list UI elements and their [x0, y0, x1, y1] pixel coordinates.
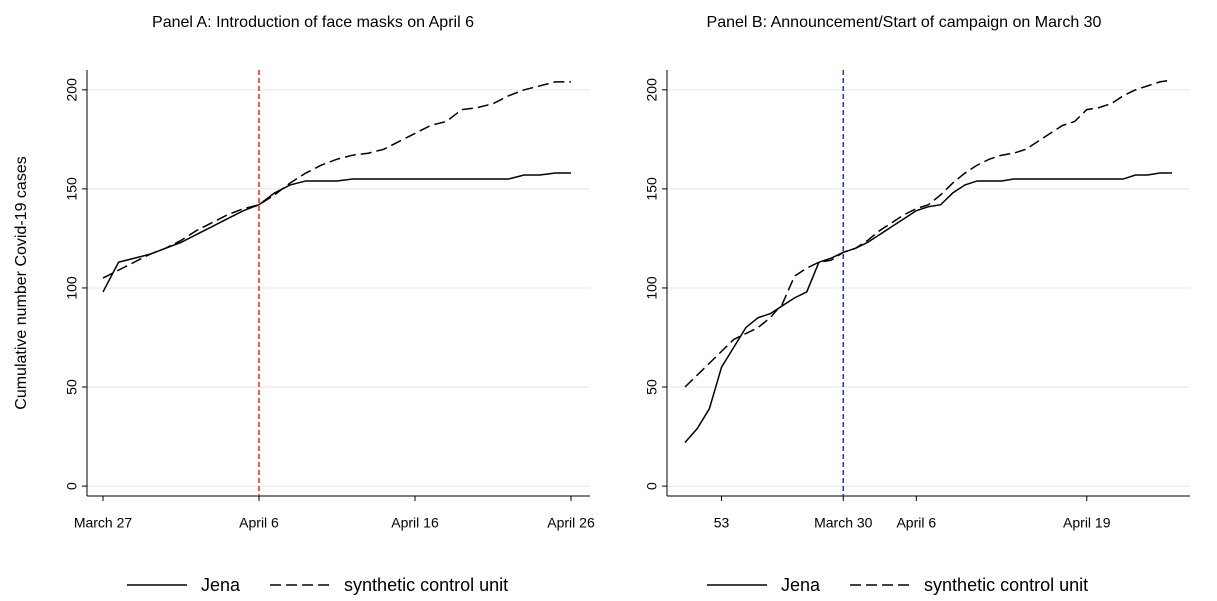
x-tick-label: April 16	[391, 515, 439, 531]
y-tick-label: 50	[64, 379, 80, 395]
panel-title: Panel B: Announcement/Start of campaign …	[707, 14, 1102, 31]
y-tick-label: 0	[64, 482, 80, 490]
y-tick-label: 150	[644, 177, 660, 201]
x-tick-label: April 6	[239, 515, 279, 531]
y-tick-label: 200	[644, 78, 660, 102]
y-tick-label: 200	[64, 78, 80, 102]
x-tick-label: March 27	[74, 515, 133, 531]
x-tick-label: 53	[714, 515, 730, 531]
legend-label: synthetic control unit	[924, 575, 1088, 595]
x-tick-label: March 30	[814, 515, 873, 531]
x-tick-label: April 19	[1063, 515, 1111, 531]
legend-label: Jena	[201, 575, 241, 595]
legend-label: Jena	[781, 575, 821, 595]
series-line	[684, 172, 1172, 443]
x-tick-label: April 6	[896, 515, 936, 531]
legend-label: synthetic control unit	[344, 575, 508, 595]
series-line	[102, 172, 571, 293]
y-tick-label: 50	[644, 379, 660, 395]
y-tick-label: 100	[64, 276, 80, 300]
panel-title: Panel A: Introduction of face masks on A…	[152, 14, 474, 31]
y-tick-label: 100	[644, 276, 660, 300]
y-tick-label: 0	[644, 482, 660, 490]
series-line	[102, 81, 571, 279]
series-line	[684, 79, 1173, 388]
y-tick-label: 150	[64, 177, 80, 201]
y-axis-label: Cumulative number Covid-19 cases	[13, 156, 30, 409]
x-tick-label: April 26	[547, 515, 595, 531]
